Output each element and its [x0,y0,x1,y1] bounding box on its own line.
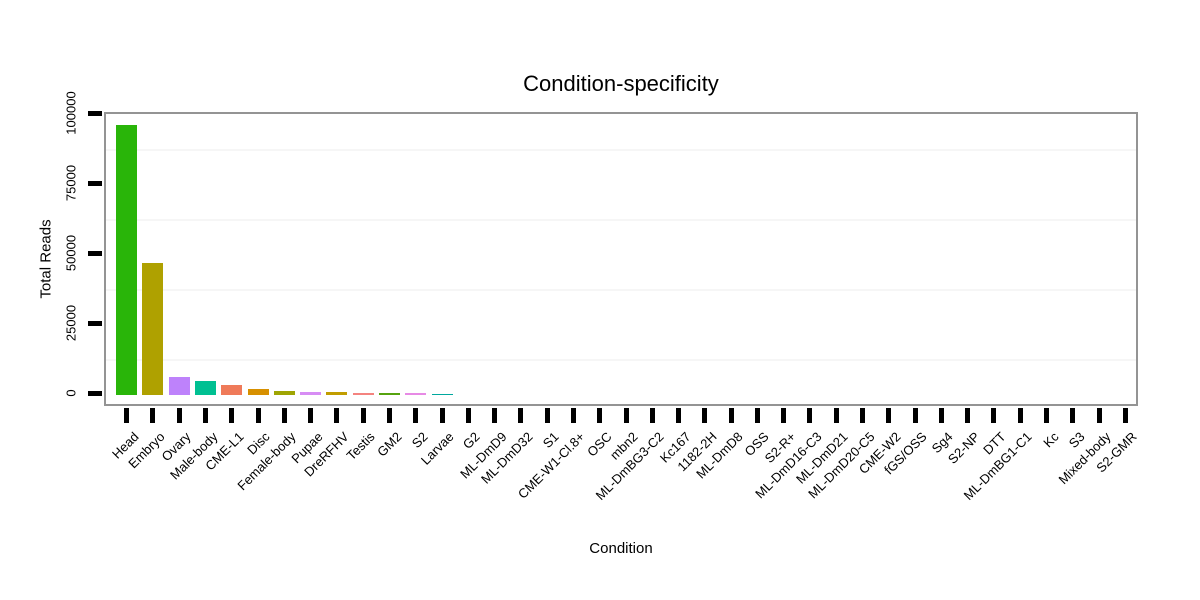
x-axis-tick [1096,408,1102,423]
x-axis-tick [597,408,603,423]
x-axis-tick [570,408,576,423]
y-axis-tick [88,250,102,256]
bar-larvae [431,393,453,395]
bar-gm2 [379,393,400,395]
chart-title: Condition-specificity [523,71,719,96]
minor-gridline [106,289,1136,291]
x-axis-tick [807,408,813,423]
y-axis-tick [88,110,102,116]
x-axis-tick [387,408,392,423]
x-axis-tick [518,408,524,423]
x-axis-tick [754,408,760,423]
bar-drerfhv [326,392,348,395]
x-axis-tick [203,408,209,423]
bar-disc [247,389,269,395]
minor-gridline [106,219,1136,221]
x-axis-tick [150,408,156,423]
x-axis-tick [938,408,944,423]
bar-male-body [195,381,217,395]
y-axis-tick [88,390,102,396]
x-axis-tick [544,408,550,423]
x-axis-tick [1017,408,1023,423]
bar-s2 [405,393,427,395]
x-axis-tick [439,408,445,423]
x-axis-tick [860,408,866,423]
x-axis-tick [413,408,419,423]
bar-ovary [168,377,190,395]
y-tick-label: 100000 [63,91,79,135]
x-axis-tick [281,408,287,423]
x-axis-tick [360,408,366,423]
y-tick-label: 25000 [63,304,79,342]
x-axis-tick [833,408,839,423]
x-axis-tick [991,408,997,423]
y-tick-label: 50000 [63,234,79,272]
y-axis-tick [88,180,102,186]
bar-testis [352,392,374,395]
x-axis-tick [229,408,235,423]
x-axis-tick [124,408,130,423]
bar-cme-l1 [221,384,243,395]
x-axis-tick [492,408,498,423]
x-axis-tick [886,408,892,423]
minor-gridline [106,149,1136,151]
x-axis-tick [676,408,682,423]
y-axis-tick [88,320,102,326]
x-axis-tick [649,408,655,423]
x-axis-tick [465,408,471,423]
x-axis-tick [781,408,787,423]
bar-female-body [273,390,295,395]
x-axis-tick [965,408,971,423]
x-axis-tick [728,408,734,423]
x-axis-tick [623,408,629,423]
x-axis-tick [1070,408,1076,423]
bar-pupae [300,391,322,395]
x-axis-tick [255,408,261,423]
x-axis-tick [334,408,340,423]
y-tick-label: 0 [63,389,79,397]
x-axis-tick [702,408,708,423]
x-axis-title: Condition [589,540,653,557]
x-axis-tick [912,408,918,423]
bar-embryo [142,263,164,395]
x-axis-tick [176,408,182,423]
y-tick-label: 75000 [63,164,79,202]
x-axis-tick [308,408,314,423]
x-axis-tick [1044,408,1049,423]
x-axis-tick [1122,408,1128,423]
y-axis-title: Total Reads [37,219,55,299]
bar-head [116,124,138,395]
minor-gridline [106,359,1136,361]
plot-panel [104,112,1138,406]
